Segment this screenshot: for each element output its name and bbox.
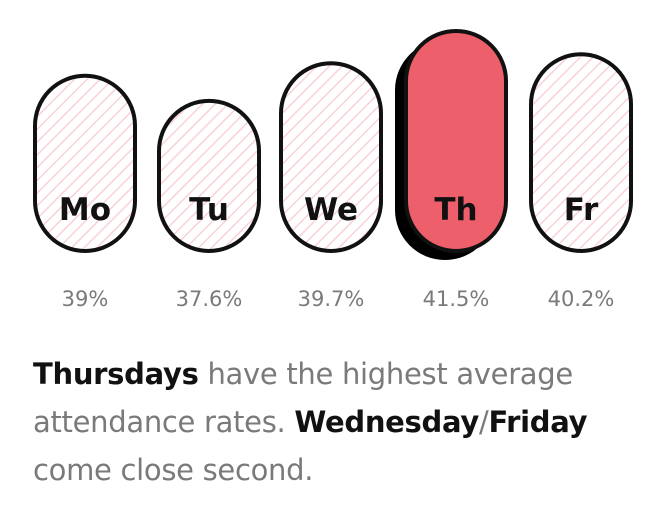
caption-friday: Friday — [488, 405, 588, 439]
caption-text-2: come close second. — [33, 453, 314, 487]
attendance-bar-chart: Mo Tu We Th Fr 39% 37.6% 39.7% 41.5% 40.2% — [33, 29, 633, 311]
value-label-mo: 39% — [62, 287, 109, 311]
value-label-th: 41.5% — [423, 287, 490, 311]
value-label-fr: 40.2% — [548, 287, 615, 311]
bar-fr — [529, 52, 633, 254]
day-label-we: We — [304, 192, 358, 228]
caption-thursdays: Thursdays — [33, 357, 199, 391]
day-label-th: Th — [434, 192, 477, 228]
day-label-tu: Tu — [189, 192, 229, 228]
bar-th — [404, 29, 508, 253]
caption-wednesday: Wednesday — [294, 405, 479, 439]
bar-tu — [157, 98, 261, 254]
day-label-fr: Fr — [564, 192, 599, 228]
caption-slash: / — [478, 405, 489, 439]
insight-caption: Thursdays have the highest average atten… — [33, 350, 633, 494]
bar-mo — [33, 73, 137, 253]
bar-we — [279, 61, 383, 254]
value-label-tu: 37.6% — [176, 287, 243, 311]
day-label-mo: Mo — [59, 192, 111, 228]
caption-text-1: have the highest average attendance rate… — [33, 357, 573, 439]
value-label-we: 39.7% — [298, 287, 365, 311]
